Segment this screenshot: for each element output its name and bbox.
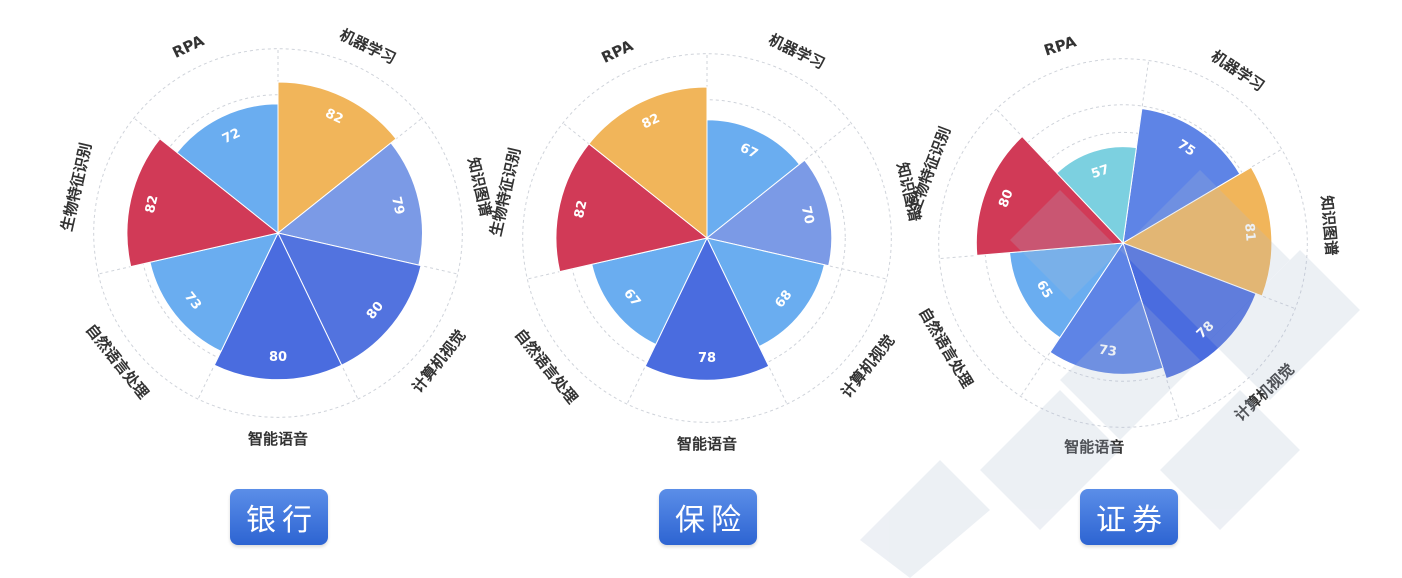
rose-sector[interactable] [277,81,397,235]
category-label: RPA [1042,32,1079,59]
value-label: 82 [640,111,663,132]
category-label: RPA [599,36,637,67]
value-label: 82 [572,199,591,220]
rose-sector[interactable] [555,143,709,273]
chart-title-button[interactable]: 保险 [659,489,757,545]
category-label: 智能语音 [248,430,308,448]
rose-sector[interactable] [1122,242,1257,380]
rose-sector[interactable] [176,103,279,235]
rose-sector[interactable] [149,232,279,353]
grid-ring [93,48,463,418]
category-label: 生物特征识别 [487,146,525,238]
rose-sector[interactable] [277,232,422,366]
category-label: 机器学习 [1208,47,1268,95]
rose-sector[interactable] [706,237,825,348]
value-label: 81 [1241,223,1257,242]
value-label: 78 [698,351,716,366]
value-label: 80 [269,350,287,365]
rose-sector[interactable] [126,138,280,268]
value-label: 82 [323,106,346,127]
value-label: 70 [798,205,817,226]
rose-sector[interactable] [591,237,708,346]
rose-sector[interactable] [1056,146,1137,245]
category-label: 自然语言处理 [82,321,152,403]
value-label: 80 [996,187,1016,209]
rose-sector[interactable] [975,135,1125,256]
grid-ring [522,53,892,423]
chart-title-button[interactable]: 证券 [1080,489,1178,545]
category-label: 智能语音 [677,435,737,453]
value-label: 73 [1098,343,1118,360]
value-label: 67 [737,141,760,162]
value-label: 72 [220,126,243,147]
category-label: 知识图谱 [464,156,495,219]
rose-sector[interactable] [588,86,708,240]
value-label: 79 [388,195,407,216]
category-label: 自然语言处理 [915,304,976,391]
category-label: 知识图谱 [1318,195,1341,256]
grid-ring [938,58,1308,428]
rose-sector[interactable] [644,236,770,381]
rose-sector[interactable] [213,231,343,381]
category-label: 生物特征识别 [58,141,96,233]
rose-sector[interactable] [705,159,833,267]
category-label: 智能语音 [1064,438,1124,456]
value-label: 57 [1089,162,1111,182]
rose-sector[interactable] [1122,108,1241,244]
chart-title-button[interactable]: 银行 [230,489,328,545]
category-label: 自然语言处理 [511,326,581,408]
rose-sector[interactable] [1049,241,1164,375]
category-label: 计算机视觉 [408,326,469,396]
rose-sector[interactable] [706,119,801,240]
rose-sector[interactable] [1121,166,1273,297]
category-label: RPA [170,31,208,62]
rose-sector[interactable] [1009,242,1124,339]
category-label: 计算机视觉 [837,331,898,401]
rose-sector[interactable] [276,142,423,266]
value-label: 82 [143,194,162,215]
category-label: 计算机视觉 [1231,360,1298,425]
